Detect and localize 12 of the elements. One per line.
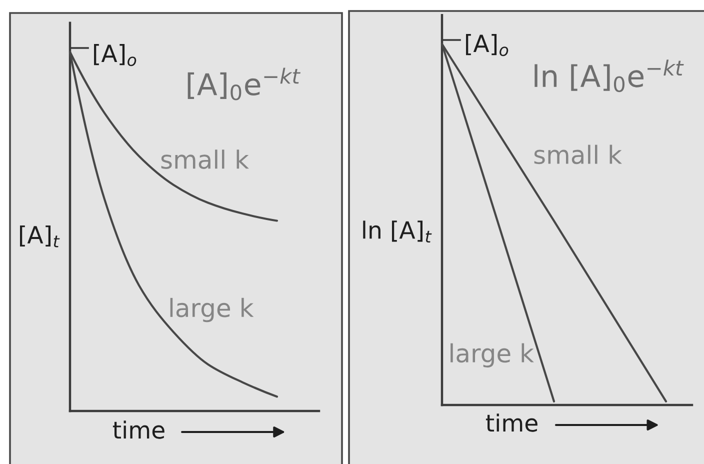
annotation: [A]$_{o}$ xyxy=(466,34,508,56)
y-axis-title: ln [A]$_{t}$ xyxy=(363,220,432,242)
x-axis-title: time xyxy=(486,414,538,432)
series-label: large k xyxy=(170,298,254,322)
y-axis-title: [A]$_{t}$ xyxy=(20,225,60,248)
text: [A]$_{0}$e$^{−kt}$ xyxy=(188,68,301,100)
series-label: small k xyxy=(534,144,622,164)
series-label: small k xyxy=(161,150,249,169)
annotation: [A]$_{o}$ xyxy=(94,44,136,66)
text: ln [A]$_{0}$e$^{−kt}$ xyxy=(534,60,684,92)
series-label: large k xyxy=(450,343,534,368)
x-axis-title: time xyxy=(112,420,164,439)
